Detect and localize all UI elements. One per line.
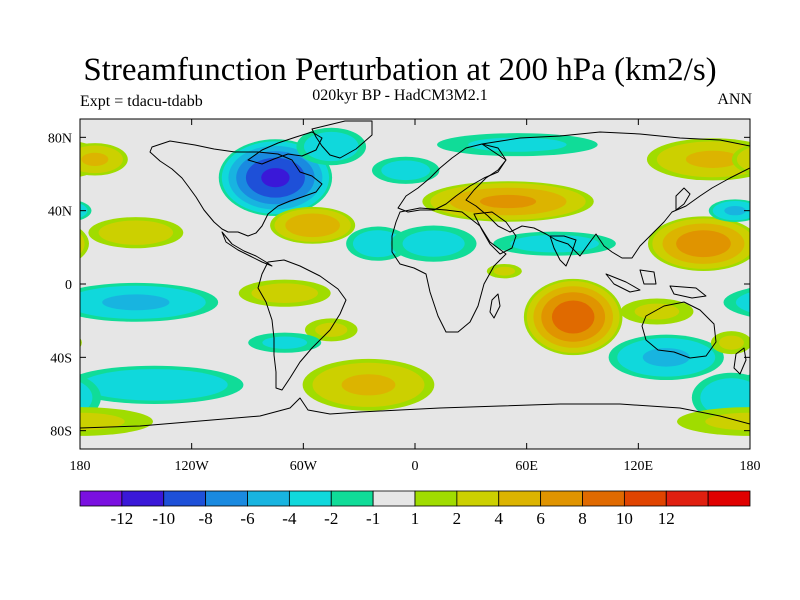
contour-band (751, 369, 800, 400)
contour-band (251, 283, 318, 303)
contour-band (705, 412, 750, 431)
colorbar-label: 12 (658, 509, 675, 528)
colorbar-swatch (665, 490, 709, 507)
chart-subtitle: 020kyr BP - HadCM3M2.1 (312, 87, 488, 104)
colorbar-label: -1 (366, 509, 380, 528)
x-axis: 180 120W 60W 0 60E 120E 180 (70, 119, 761, 474)
colorbar-label: 1 (411, 509, 420, 528)
colorbar-label: -2 (324, 509, 338, 528)
contour-band (98, 220, 174, 245)
x-tick-label: 120W (175, 459, 210, 474)
contour-band (510, 234, 599, 253)
contour-band (634, 303, 680, 320)
contour-band (315, 322, 348, 337)
contour-field (0, 119, 800, 449)
experiment-label: Expt = tdacu-tdabb (80, 93, 203, 110)
contour-band (80, 412, 125, 431)
contour-band (262, 336, 308, 349)
contour-band (718, 335, 744, 350)
y-tick-label: 80S (50, 425, 72, 440)
colorbar-label: 6 (536, 509, 545, 528)
y-tick-label: 40S (50, 351, 72, 366)
contour-band (468, 137, 567, 152)
contour-band (769, 220, 800, 244)
x-tick-label: 180 (740, 459, 761, 474)
colorbar-swatch (498, 490, 542, 507)
colorbar-swatch (288, 490, 332, 507)
contour-band (81, 369, 228, 401)
contour-band (551, 300, 595, 334)
contour-band (402, 230, 465, 257)
contour-band (381, 160, 431, 181)
x-tick-label: 120E (624, 459, 654, 474)
contour-band (479, 194, 537, 209)
colorbar: -12 -10 -8 -6 -4 -2 -1 1 2 4 6 8 10 12 (79, 490, 751, 528)
y-tick-label: 40N (48, 205, 72, 220)
colorbar-swatch (205, 490, 248, 507)
y-tick-label: 0 (65, 278, 72, 293)
colorbar-label: -4 (282, 509, 297, 528)
colorbar-swatch (623, 490, 667, 507)
colorbar-label: -10 (152, 509, 175, 528)
contour-band (303, 131, 359, 162)
contour-band (102, 294, 170, 311)
contour-band (735, 292, 750, 313)
colorbar-label: 8 (578, 509, 587, 528)
chart-title: Streamfunction Perturbation at 200 hPa (… (83, 52, 717, 88)
contour-band (642, 348, 690, 367)
colorbar-swatch (79, 490, 123, 507)
x-tick-label: 60E (515, 459, 538, 474)
colorbar-swatch (330, 490, 374, 507)
contour-band (736, 147, 750, 172)
x-tick-label: 180 (70, 459, 91, 474)
contour-band (6, 230, 61, 257)
colorbar-label: 2 (453, 509, 462, 528)
contour-band (758, 217, 800, 248)
colorbar-swatch (163, 490, 207, 507)
colorbar-label: -6 (240, 509, 254, 528)
colorbar-label: 4 (495, 509, 504, 528)
x-tick-label: 60W (290, 459, 318, 474)
contour-band (80, 233, 85, 255)
colorbar-label: -8 (199, 509, 213, 528)
y-tick-label: 80N (48, 131, 72, 146)
x-tick-label: 0 (412, 459, 419, 474)
contour-band (685, 150, 740, 168)
contour-band (81, 152, 109, 166)
contour-band (724, 206, 746, 216)
colorbar-swatch (247, 490, 290, 507)
colorbar-swatch (372, 490, 416, 507)
contour-band (493, 266, 516, 276)
colorbar-swatch (707, 490, 751, 507)
colorbar-swatch (456, 490, 500, 507)
contour-band (285, 213, 340, 238)
contour-band (352, 230, 403, 258)
contour-band (772, 294, 800, 310)
contour-band (751, 153, 778, 166)
contour-band (676, 230, 731, 258)
contour-band (80, 382, 93, 414)
colorbar-label: 10 (616, 509, 633, 528)
colorbar-swatch (121, 490, 165, 507)
colorbar-label: -12 (111, 509, 134, 528)
contour-band (0, 223, 74, 263)
contour-band (341, 374, 396, 396)
colorbar-swatch (540, 490, 583, 507)
colorbar-swatch (582, 490, 625, 507)
contour-band (49, 336, 74, 350)
y-axis: 80N 40N 0 40S 80S (48, 131, 750, 440)
colorbar-swatch (414, 490, 458, 507)
season-label: ANN (717, 91, 752, 108)
coastline (80, 120, 750, 429)
contour-band (16, 151, 70, 168)
contour-band (261, 168, 290, 188)
contour-band (80, 228, 89, 259)
